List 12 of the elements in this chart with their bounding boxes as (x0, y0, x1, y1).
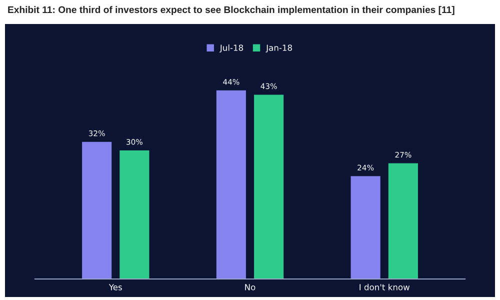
legend-label: Jan-18 (266, 44, 292, 52)
bar (388, 163, 418, 279)
x-tick-label: No (245, 284, 256, 290)
bar (350, 176, 380, 279)
bar (216, 90, 246, 279)
bar (82, 142, 112, 279)
x-tick-label: I don't know (360, 284, 410, 290)
legend-label: Jul-18 (220, 44, 244, 52)
bar (254, 94, 284, 279)
bar (120, 150, 150, 279)
x-tick-label: Yes (108, 284, 122, 290)
chart-title: Exhibit 11: One third of investors expect to see Blockchain implementation in their companies [11] (8, 6, 454, 15)
